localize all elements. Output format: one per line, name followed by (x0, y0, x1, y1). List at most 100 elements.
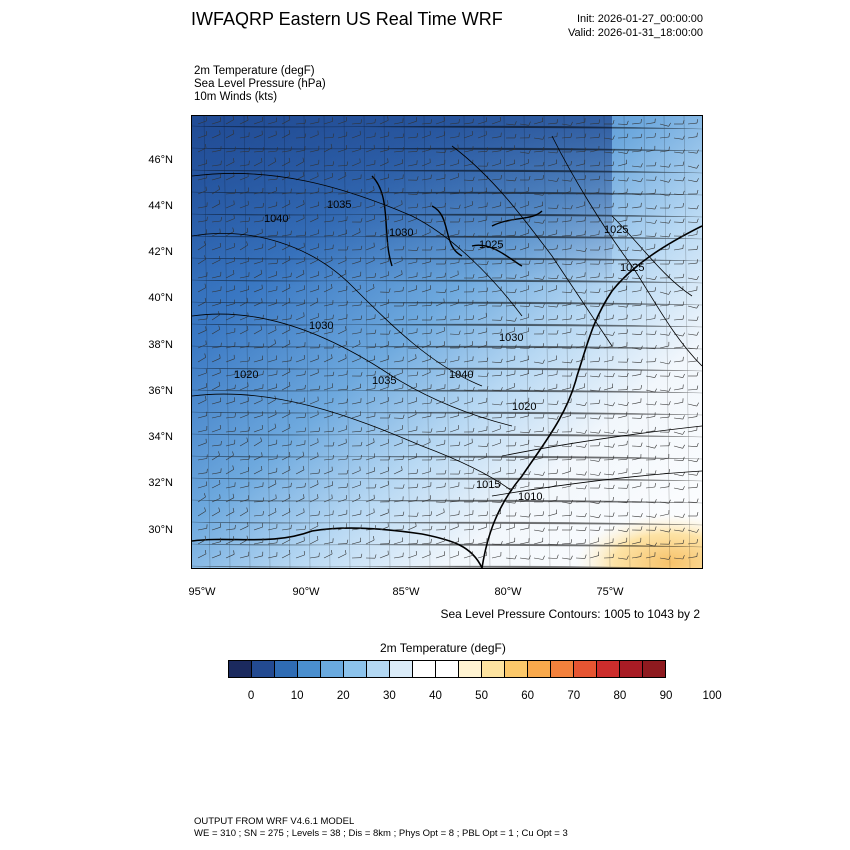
wind-barb-flag (290, 440, 292, 445)
wind-barb-flag (402, 286, 404, 291)
wind-barb (687, 529, 697, 533)
wind-barb-flag (696, 402, 699, 407)
wind-barb-flag (542, 427, 544, 432)
wind-barb-flag (288, 199, 291, 204)
wind-barb-flag (570, 526, 573, 531)
colorbar-cell (252, 661, 275, 677)
wind-barb-flag (570, 205, 573, 210)
wind-barb-flag (542, 219, 545, 224)
wind-barb-flag (654, 189, 656, 194)
wind-barb (491, 290, 501, 293)
wind-barb (505, 472, 515, 475)
wind-barb (225, 133, 235, 139)
page-title: IWFAQRP Eastern US Real Time WRF (191, 9, 503, 29)
wind-barb (533, 289, 543, 293)
wind-barb (491, 442, 501, 447)
wind-barb (589, 541, 599, 545)
wind-barb-flag (500, 217, 503, 222)
wind-barb (351, 470, 361, 475)
wind-barb-flag (528, 428, 531, 433)
wind-barb-flag (598, 387, 601, 392)
wind-barb-flag (668, 314, 670, 319)
wind-barb-flag (458, 497, 460, 502)
wind-barb-flag (654, 526, 657, 531)
wind-barb-flag (246, 227, 249, 232)
wind-barb (281, 497, 291, 503)
wind-barb-flag (290, 146, 292, 151)
wind-barb (673, 459, 684, 461)
wind-barb (351, 178, 361, 181)
wind-barb-flag (542, 147, 544, 152)
wind-barb-flag (654, 542, 657, 547)
wind-barb (225, 273, 235, 279)
wind-barb-flag (262, 370, 264, 375)
wind-barb (365, 512, 375, 517)
wind-barb-flag (204, 255, 206, 260)
wind-barb (533, 361, 543, 364)
wind-barb-flag (288, 549, 291, 554)
wind-barb-flag (234, 412, 236, 418)
wind-barb-flag (345, 550, 347, 555)
wind-barb-flag (598, 175, 601, 180)
wind-barb (463, 472, 473, 475)
wind-barb (617, 151, 627, 154)
wind-barb-flag (598, 441, 601, 446)
wind-barb-flag (331, 354, 333, 359)
wind-barb (421, 162, 431, 167)
wind-barb-flag (318, 427, 321, 432)
wind-barb-flag (584, 189, 586, 194)
wind-barb-flag (260, 269, 263, 274)
wind-barb-flag (318, 510, 320, 515)
wind-barb (435, 206, 445, 209)
wind-barb (463, 332, 473, 335)
wind-barb (463, 303, 473, 307)
wind-barb-flag (458, 315, 461, 320)
wind-barb (533, 178, 544, 181)
wind-barb-flag (612, 553, 615, 558)
wind-barb-flag (402, 147, 404, 152)
wind-barb (463, 262, 473, 265)
wind-barb (561, 304, 571, 307)
wind-barb-flag (317, 438, 319, 443)
wind-barb-flag (317, 452, 319, 457)
wind-barb-flag (444, 470, 447, 474)
wind-barb-flag (612, 149, 615, 154)
wind-barb-flag (570, 539, 572, 544)
wind-barb-flag (500, 273, 503, 278)
wind-barb-flag (430, 189, 432, 194)
wind-barb (197, 134, 207, 139)
wind-barb-flag (360, 315, 363, 320)
colorbar-cell (298, 661, 321, 677)
wind-barb (365, 218, 375, 223)
wind-barb (589, 137, 600, 139)
wind-barb (197, 177, 207, 181)
wind-barb-flag (206, 314, 208, 319)
wind-barb-flag (556, 204, 559, 209)
wind-barb (351, 528, 361, 531)
wind-barb (673, 402, 683, 405)
wind-barb (211, 164, 221, 167)
wind-barb-flag (444, 148, 447, 153)
wind-barb (393, 459, 404, 461)
wind-barb-flag (232, 465, 234, 470)
wind-barb-flag (332, 454, 334, 460)
wind-barb (477, 304, 487, 307)
wind-barb-flag (668, 331, 671, 336)
wind-barb (407, 414, 417, 419)
wind-barb (673, 487, 683, 491)
wind-barb (197, 372, 207, 377)
wind-barb-flag (260, 465, 263, 470)
wind-barb (239, 289, 249, 293)
wind-barb (687, 151, 697, 154)
wind-barb-flag (528, 133, 531, 138)
wind-barb (463, 344, 473, 349)
wind-barb-flag (570, 455, 573, 460)
wind-barb-flag (514, 441, 517, 446)
wind-barb (547, 277, 558, 279)
wind-barb-flag (584, 133, 587, 138)
wind-barb-flag (359, 228, 361, 233)
wind-barb-flag (360, 372, 363, 377)
wind-barb (561, 402, 571, 405)
wind-barb (463, 414, 473, 419)
wind-barb-flag (640, 526, 643, 531)
